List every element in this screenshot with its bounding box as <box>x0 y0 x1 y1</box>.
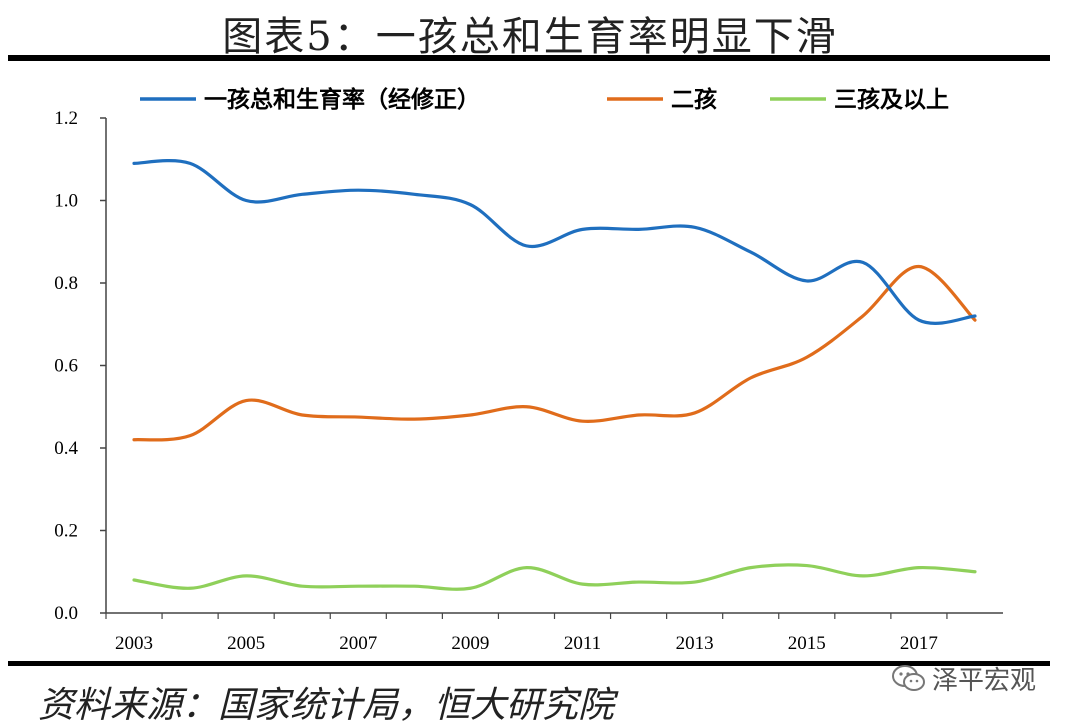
x-tick-label: 2005 <box>227 633 265 654</box>
chart-title: 图表5：一孩总和生育率明显下滑 <box>222 14 838 60</box>
watermark-text: 泽平宏观 <box>932 666 1037 696</box>
x-tick-label: 2011 <box>564 633 601 654</box>
legend: 一孩总和生育率（经修正） 二孩 三孩及以上 <box>140 86 949 113</box>
x-tick-label: 2013 <box>676 633 714 654</box>
legend-label-1: 二孩 <box>671 86 717 113</box>
y-tick-label: 1.2 <box>54 108 78 129</box>
series-line-0 <box>132 159 977 325</box>
y-tick-label: 0.0 <box>54 603 78 624</box>
axes: 0.0 0.2 0.4 0.6 0.8 1.0 1.2 2003 2005 2007 2009 201… <box>54 108 1003 654</box>
y-tick-label: 0.4 <box>54 438 78 459</box>
watermark: 泽平宏观 <box>892 660 1036 697</box>
top-rule <box>8 55 1050 61</box>
legend-label-0: 一孩总和生育率（经修正） <box>204 86 480 113</box>
x-tick-label: 2007 <box>339 633 377 654</box>
source-note: 资料来源：国家统计局，恒大研究院 <box>38 685 615 726</box>
x-tick-label: 2017 <box>900 633 938 654</box>
x-tick-label: 2009 <box>451 633 489 654</box>
series-line-2 <box>132 563 977 591</box>
y-tick-label: 1.0 <box>54 191 78 212</box>
legend-label-2: 三孩及以上 <box>834 86 949 113</box>
x-tick-label: 2003 <box>115 633 153 654</box>
x-tick-label: 2015 <box>788 633 826 654</box>
y-tick-label: 0.2 <box>54 521 78 542</box>
series-layer <box>132 159 977 591</box>
y-tick-label: 0.8 <box>54 273 78 294</box>
wechat-icon <box>892 664 925 691</box>
bottom-rule <box>8 661 1050 666</box>
series-line-1 <box>132 264 977 442</box>
y-tick-label: 0.6 <box>54 356 78 377</box>
